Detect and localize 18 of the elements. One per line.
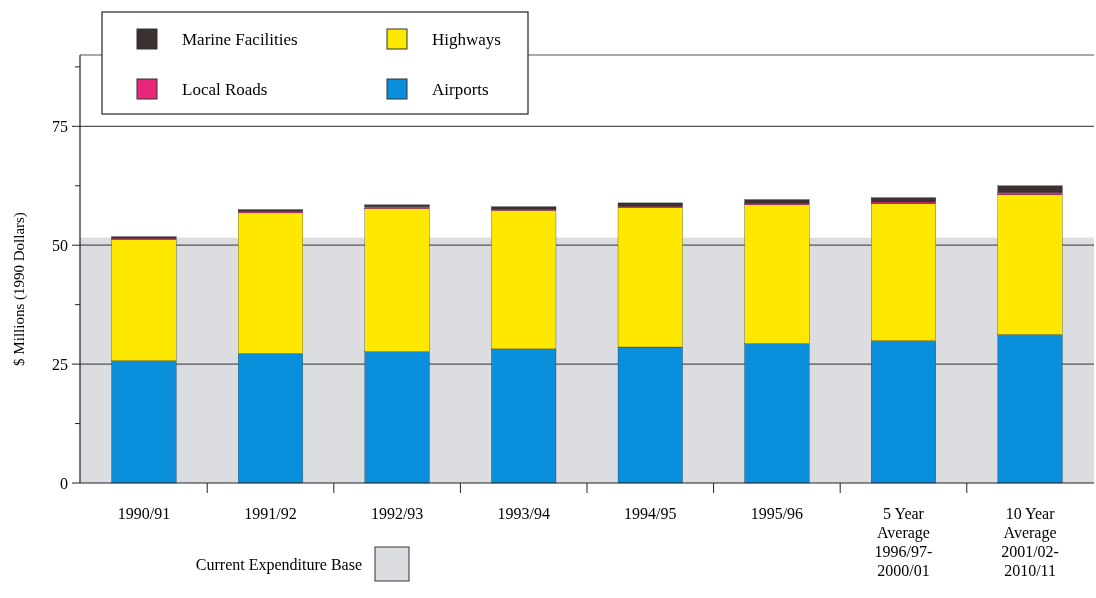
x-tick-label: 1994/95 bbox=[624, 505, 677, 522]
y-tick-label: 0 bbox=[60, 474, 68, 492]
legend-label: Airports bbox=[432, 79, 489, 99]
y-tick-label: 50 bbox=[52, 236, 68, 254]
legend-label: Marine Facilities bbox=[182, 29, 298, 49]
y-tick-label: 25 bbox=[52, 355, 68, 373]
text: Current Expenditure Base bbox=[195, 555, 362, 574]
x-tick-label: 1993/94 bbox=[497, 505, 550, 522]
y-tick-label: 75 bbox=[52, 117, 68, 135]
x-tick-label: 5 Year Average 1996/97- 2000/01 bbox=[874, 505, 933, 579]
x-tick-label: 1995/96 bbox=[750, 505, 804, 522]
legend-label: Highways bbox=[432, 29, 501, 49]
x-tick-label: 1992/93 bbox=[370, 505, 424, 522]
y-axis-title: $ Millions (1990 Dollars) bbox=[11, 212, 28, 366]
x-tick-label: 1990/91 bbox=[117, 505, 171, 522]
legend-label: Local Roads bbox=[182, 79, 268, 99]
x-tick-label: 1991/92 bbox=[244, 505, 297, 522]
x-tick-label: 10 Year Average 2001/02- 2010/11 bbox=[1001, 505, 1059, 579]
